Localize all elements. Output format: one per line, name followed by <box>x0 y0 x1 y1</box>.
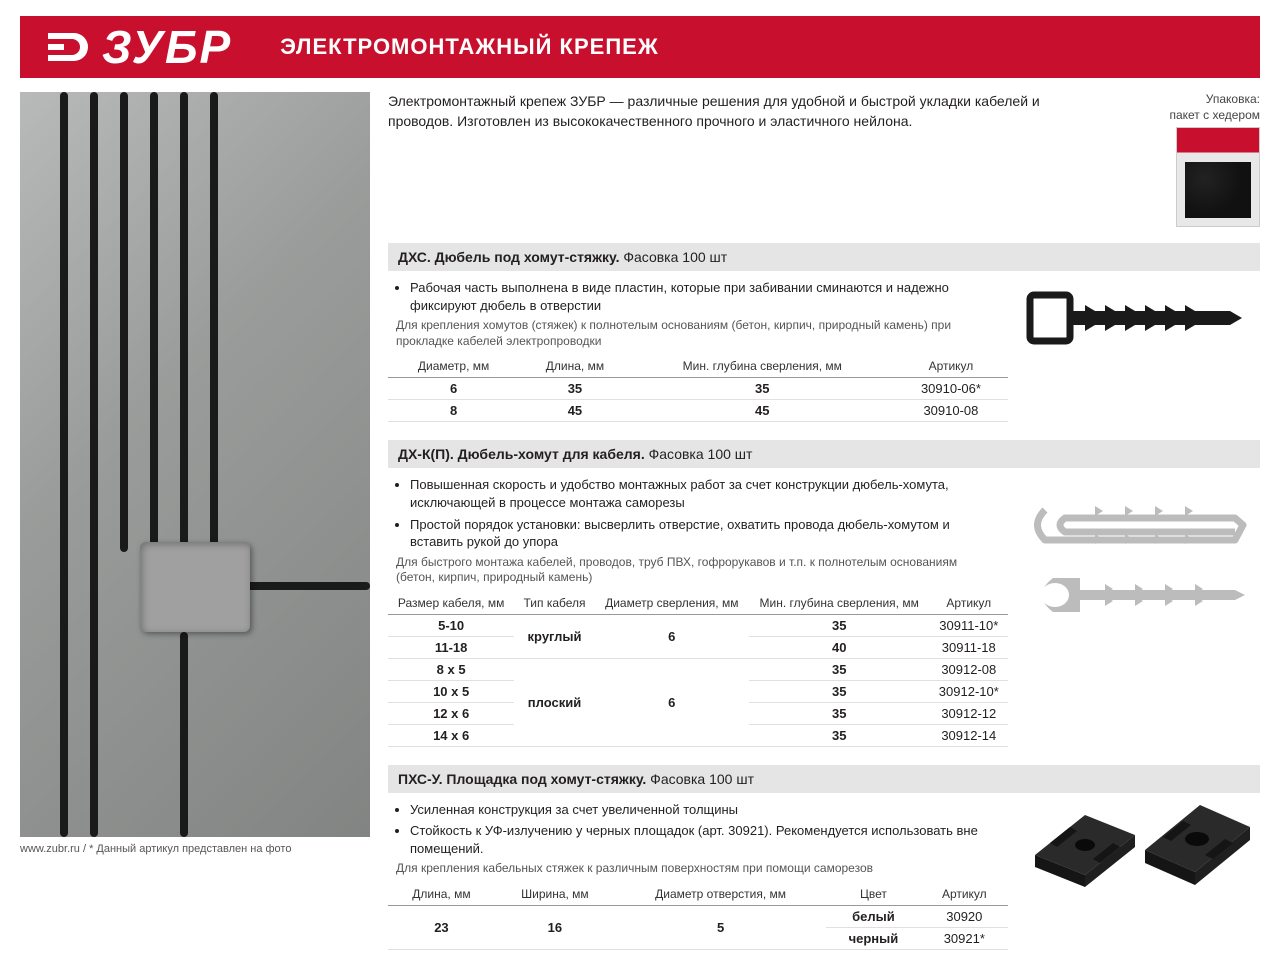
section-dhk: ДХ-К(П). Дюбель-хомут для кабеля. Фасовк… <box>388 440 1260 746</box>
product-image-phs <box>1025 785 1255 895</box>
packaging-label: Упаковка: пакет с хедером <box>1100 92 1260 123</box>
table-phs: Длина, ммШирина, ммДиаметр отверстия, мм… <box>388 883 1008 950</box>
logo: ЗУБР <box>44 20 232 74</box>
brand-name: ЗУБР <box>102 20 232 74</box>
product-image-dhs <box>1025 283 1255 353</box>
page-title: ЭЛЕКТРОМОНТАЖНЫЙ КРЕПЕЖ <box>280 34 658 60</box>
intro-text: Электромонтажный крепеж ЗУБР — различные… <box>388 92 1080 227</box>
header-bar: ЗУБР ЭЛЕКТРОМОНТАЖНЫЙ КРЕПЕЖ <box>20 16 1260 78</box>
footer-note: www.zubr.ru / * Данный артикул представл… <box>20 843 370 855</box>
section-dhs: ДХС. Дюбель под хомут-стяжку. Фасовка 10… <box>388 243 1260 422</box>
section-phs: ПХС-У. Площадка под хомут-стяжку. Фасовк… <box>388 765 1260 950</box>
table-dhk: Размер кабеля, ммТип кабеляДиаметр сверл… <box>388 592 1008 747</box>
section-title: ДХС. Дюбель под хомут-стяжку. Фасовка 10… <box>388 243 1260 271</box>
section-title: ДХ-К(П). Дюбель-хомут для кабеля. Фасовк… <box>388 440 1260 468</box>
packaging-block: Упаковка: пакет с хедером <box>1100 92 1260 227</box>
hero-photo <box>20 92 370 837</box>
packaging-image <box>1176 127 1260 227</box>
table-dhs: Диаметр, ммДлина, ммМин. глубина сверлен… <box>388 355 1008 422</box>
product-image-dhk-round <box>1025 500 1255 550</box>
product-image-dhk-flat <box>1025 570 1255 620</box>
